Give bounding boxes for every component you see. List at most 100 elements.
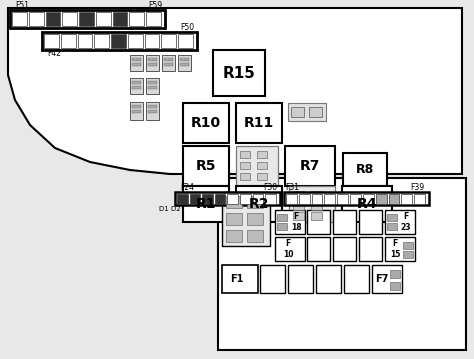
Bar	[291, 107, 304, 117]
Bar	[333, 237, 356, 261]
Bar	[333, 210, 356, 234]
Bar	[376, 194, 386, 204]
Bar	[385, 237, 415, 261]
Bar	[275, 210, 305, 234]
Bar	[61, 34, 75, 48]
Bar	[277, 214, 287, 221]
Bar	[387, 223, 397, 230]
Bar	[247, 213, 263, 225]
Bar	[401, 194, 412, 204]
Bar	[148, 81, 157, 84]
Bar	[257, 151, 267, 158]
Bar	[363, 194, 374, 204]
Bar	[29, 12, 44, 26]
Bar	[240, 162, 250, 169]
Bar	[145, 34, 159, 48]
Bar	[247, 196, 263, 208]
Text: F7: F7	[375, 274, 389, 284]
Bar	[226, 196, 242, 208]
Bar	[288, 103, 326, 121]
Text: R8: R8	[356, 163, 374, 176]
Bar	[293, 212, 304, 220]
Bar	[183, 146, 229, 186]
Bar	[325, 194, 335, 204]
Bar	[222, 192, 270, 246]
Bar	[44, 34, 59, 48]
Bar	[183, 103, 229, 143]
Bar	[130, 55, 143, 71]
Text: F50: F50	[180, 23, 194, 33]
Bar	[162, 34, 176, 48]
Bar	[240, 173, 250, 180]
Text: F
10: F 10	[283, 239, 293, 259]
Bar	[228, 194, 238, 204]
Text: R15: R15	[223, 65, 255, 80]
Bar	[293, 191, 304, 199]
Bar	[130, 78, 143, 94]
Text: R7: R7	[300, 159, 320, 173]
Text: F31: F31	[285, 182, 299, 191]
Text: R4: R4	[357, 197, 377, 211]
Bar	[12, 12, 27, 26]
Bar	[311, 202, 322, 210]
Text: F24: F24	[180, 182, 194, 191]
Bar	[236, 186, 282, 222]
Bar	[372, 265, 402, 293]
Bar	[202, 194, 213, 204]
Text: F59: F59	[148, 1, 162, 10]
Bar	[96, 12, 110, 26]
Bar	[130, 102, 143, 120]
Bar	[284, 192, 429, 205]
Text: R2: R2	[249, 197, 269, 211]
Bar	[240, 151, 250, 158]
Bar	[311, 194, 322, 204]
Bar	[293, 202, 304, 210]
Bar	[359, 210, 382, 234]
Bar	[236, 103, 282, 143]
Bar	[226, 213, 242, 225]
Text: F39: F39	[410, 182, 424, 191]
Bar	[344, 265, 369, 293]
Text: F
15: F 15	[390, 239, 400, 259]
Bar	[10, 10, 165, 28]
Bar	[390, 282, 400, 290]
Bar	[337, 194, 348, 204]
Text: F1: F1	[230, 274, 244, 284]
Bar	[342, 186, 392, 222]
Bar	[175, 192, 280, 205]
Bar	[226, 230, 242, 242]
Bar	[218, 178, 466, 350]
Bar	[247, 230, 263, 242]
Bar	[240, 194, 251, 204]
Text: F
18: F 18	[291, 212, 301, 232]
Bar	[213, 50, 265, 96]
Bar	[359, 237, 382, 261]
Bar	[128, 34, 143, 48]
Bar	[148, 63, 157, 66]
Bar	[414, 194, 425, 204]
Bar	[215, 194, 226, 204]
Bar	[387, 214, 397, 221]
Bar	[162, 55, 175, 71]
Text: R5: R5	[196, 159, 216, 173]
Bar	[132, 58, 141, 61]
Bar	[46, 12, 60, 26]
Bar	[178, 55, 191, 71]
Text: F42: F42	[47, 50, 61, 59]
Bar	[132, 105, 141, 108]
Bar	[180, 58, 189, 61]
Bar	[148, 110, 157, 113]
Text: F51: F51	[15, 1, 29, 10]
Bar	[78, 34, 92, 48]
Bar	[178, 34, 193, 48]
Bar	[275, 237, 305, 261]
Bar	[129, 12, 144, 26]
Bar	[253, 194, 264, 204]
Polygon shape	[8, 8, 462, 174]
Bar	[385, 210, 415, 234]
Bar	[177, 194, 188, 204]
Bar	[42, 32, 197, 50]
Bar	[311, 212, 322, 220]
Text: R10: R10	[191, 116, 221, 130]
Bar	[63, 12, 77, 26]
